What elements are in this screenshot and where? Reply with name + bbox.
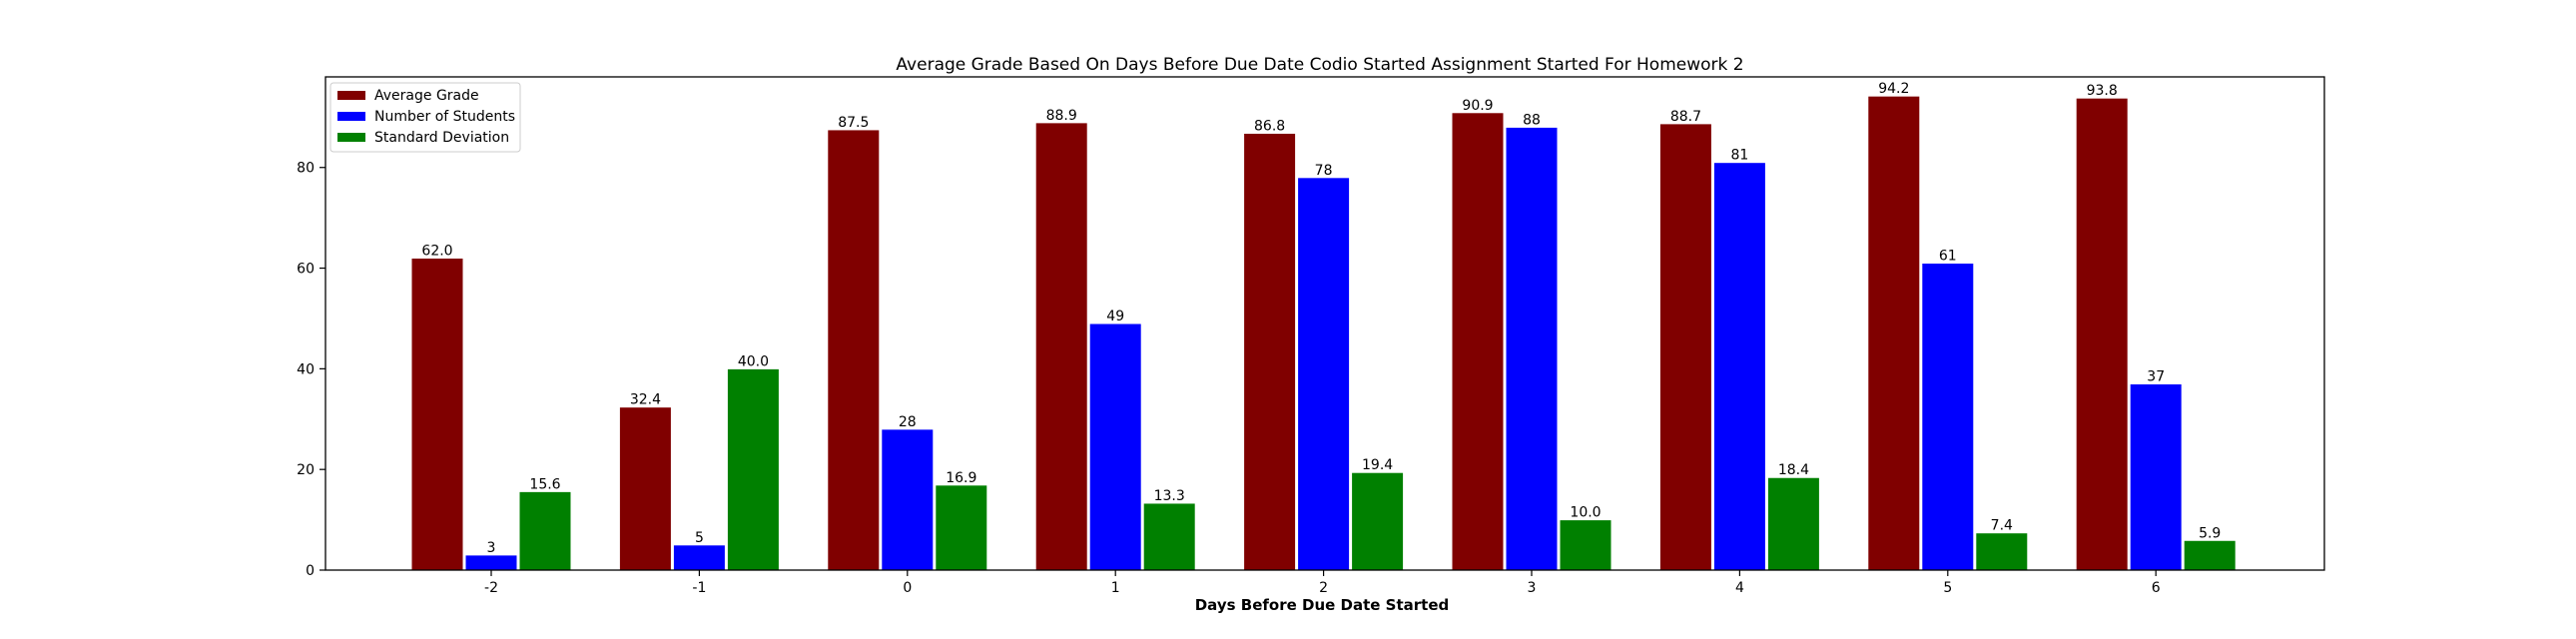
legend-swatch-standard-deviation <box>337 133 365 142</box>
data-label: 78 <box>1315 163 1333 179</box>
legend-swatch-number-of-students <box>337 112 365 121</box>
data-label: 5 <box>695 530 704 546</box>
x-tick-label: 5 <box>1943 580 1952 596</box>
x-tick-label: 4 <box>1735 580 1744 596</box>
x-tick-label: 2 <box>1319 580 1328 596</box>
bar <box>1505 126 1559 571</box>
data-label: 90.9 <box>1462 98 1493 114</box>
y-tick-label: 0 <box>306 563 315 579</box>
data-label: 81 <box>1730 148 1748 164</box>
data-label: 13.3 <box>1154 488 1185 504</box>
bar <box>1921 263 1975 571</box>
data-label: 61 <box>1939 249 1957 265</box>
bar <box>618 406 672 571</box>
axes-frame <box>324 76 2325 571</box>
data-label: 87.5 <box>838 115 869 131</box>
data-label: 93.8 <box>2087 83 2118 99</box>
x-tick-label: 6 <box>2152 580 2161 596</box>
y-tick-label: 40 <box>297 361 315 377</box>
data-label: 86.8 <box>1254 118 1285 134</box>
chart-title: Average Grade Based On Days Before Due D… <box>896 55 1743 75</box>
bar <box>1243 132 1297 571</box>
data-label: 94.2 <box>1878 81 1909 97</box>
bar <box>881 428 935 571</box>
x-tick-label: 3 <box>1528 580 1537 596</box>
legend-label-standard-deviation: Standard Deviation <box>374 130 509 146</box>
data-label: 7.4 <box>1991 518 2013 534</box>
bar <box>1712 162 1766 571</box>
legend-label-average-grade: Average Grade <box>374 88 479 104</box>
x-axis-label: Days Before Due Date Started <box>1195 596 1450 614</box>
legend-label-number-of-students: Number of Students <box>374 109 515 125</box>
data-label: 19.4 <box>1362 457 1393 473</box>
data-label: 15.6 <box>529 476 560 492</box>
bar <box>1559 519 1612 571</box>
data-label: 49 <box>1106 309 1124 324</box>
bar <box>2129 382 2183 571</box>
legend-swatch-average-grade <box>337 91 365 100</box>
x-tick-label: 0 <box>903 580 912 596</box>
bar <box>1867 95 1921 571</box>
bar <box>935 484 988 571</box>
bar <box>1297 177 1351 571</box>
data-label: 32.4 <box>630 392 661 408</box>
data-label: 88.7 <box>1670 109 1701 125</box>
data-label: 37 <box>2147 368 2165 384</box>
bar <box>464 554 518 571</box>
data-label: 40.0 <box>738 353 769 369</box>
bar <box>1034 122 1088 571</box>
bar <box>672 544 726 571</box>
bar <box>1088 322 1142 571</box>
bar <box>2075 97 2129 571</box>
bar <box>2183 539 2237 571</box>
data-label: 88 <box>1523 112 1541 128</box>
data-label: 18.4 <box>1778 462 1809 478</box>
data-label: 88.9 <box>1046 108 1077 124</box>
legend-frame <box>329 82 521 153</box>
data-label: 5.9 <box>2199 525 2221 541</box>
x-tick-label: -2 <box>484 580 498 596</box>
data-label: 16.9 <box>946 470 976 486</box>
y-tick-label: 20 <box>297 462 315 478</box>
data-label: 10.0 <box>1570 505 1601 521</box>
bar <box>1766 476 1820 571</box>
legend: Average Grade Number of Students Standar… <box>329 82 521 153</box>
bar <box>1658 123 1712 571</box>
bar <box>827 129 881 571</box>
bar <box>1451 112 1505 571</box>
bar <box>726 367 780 571</box>
x-tick-label: -1 <box>692 580 706 596</box>
data-label: 62.0 <box>421 243 452 259</box>
y-tick-label: 60 <box>297 262 315 278</box>
y-tick-label: 80 <box>297 161 315 177</box>
bar <box>1975 532 2029 571</box>
bar <box>1351 471 1405 571</box>
bar <box>410 257 464 571</box>
data-label: 3 <box>487 540 496 556</box>
bar <box>1142 502 1196 571</box>
data-label: 28 <box>899 414 917 430</box>
x-tick-label: 1 <box>1111 580 1120 596</box>
bar <box>518 490 572 571</box>
